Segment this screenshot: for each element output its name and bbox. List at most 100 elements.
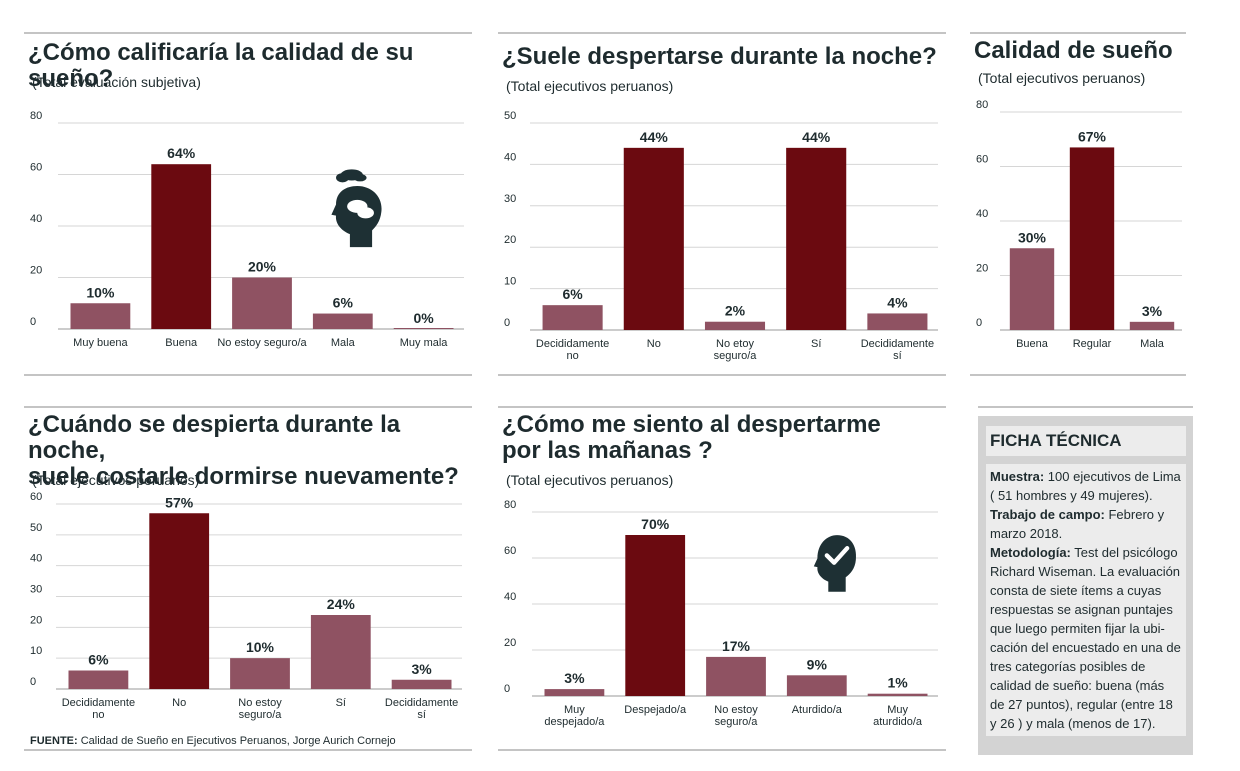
- x-tick-label: No etoy: [716, 338, 754, 350]
- y-tick-label: 0: [976, 317, 982, 329]
- y-tick-label: 40: [30, 553, 42, 565]
- chart-panel-wake-at-night: ¿Suele despertarse durante la noche? (To…: [498, 32, 946, 376]
- chart-subtitle: (Total ejecutivos peruanos): [506, 472, 674, 488]
- bar: [230, 658, 290, 689]
- bar: [867, 313, 928, 330]
- bar: [542, 305, 603, 330]
- chart-panel-sleep-quality: Calidad de sueño (Total ejecutivos perua…: [970, 32, 1186, 376]
- chart-title: ¿Cómo calificaría la calidad de su sueño…: [28, 39, 414, 92]
- y-tick-label: 10: [30, 645, 42, 657]
- bar: [312, 313, 373, 329]
- y-tick-label: 60: [504, 545, 516, 557]
- data-label: 64%: [167, 145, 196, 161]
- panel-top-rule: [24, 406, 472, 408]
- x-tick-label: Aturdido/a: [792, 704, 843, 716]
- bar: [625, 535, 686, 696]
- y-tick-label: 40: [30, 213, 42, 225]
- technical-sheet-title: FICHA TÉCNICA: [986, 426, 1186, 456]
- x-tick-label: despejado/a: [544, 716, 605, 728]
- y-tick-label: 0: [30, 316, 36, 328]
- data-label: 2%: [725, 303, 746, 319]
- data-label: 6%: [562, 286, 583, 302]
- bar: [544, 689, 605, 696]
- bar: [149, 513, 210, 689]
- panel-bottom-rule: [498, 374, 946, 376]
- x-tick-label: seguro/a: [239, 709, 283, 721]
- data-label: 1%: [887, 675, 908, 691]
- bar-chart: 01020304050606%Decididamenteno57%No10%No…: [30, 491, 462, 721]
- technical-sheet: FICHA TÉCNICA Muestra: 100 ejecutivos de…: [978, 406, 1193, 755]
- methodology-text: Test del psicólogo Richard Wiseman. La e…: [990, 545, 1181, 731]
- data-label: 0%: [413, 310, 434, 326]
- y-tick-label: 0: [30, 676, 36, 688]
- y-tick-label: 60: [30, 491, 42, 503]
- data-label: 6%: [88, 652, 109, 668]
- technical-sheet-body: Muestra: 100 ejecutivos de Lima ( 51 hom…: [986, 464, 1186, 736]
- y-tick-label: 20: [504, 637, 516, 649]
- data-label: 44%: [802, 129, 831, 145]
- y-tick-label: 10: [504, 276, 516, 288]
- x-tick-label: Sí: [811, 338, 821, 350]
- panel-top-rule: [978, 406, 1193, 408]
- x-tick-label: no: [566, 350, 578, 362]
- bar: [786, 675, 847, 696]
- bar: [393, 328, 454, 329]
- bar-chart: 0204060803%Muydespejado/a70%Despejado/a1…: [504, 499, 938, 728]
- bar: [867, 693, 928, 696]
- bar: [786, 147, 847, 330]
- methodology-label: Metodología:: [990, 545, 1071, 560]
- y-tick-label: 30: [30, 584, 42, 596]
- y-tick-label: 40: [976, 208, 988, 220]
- bar: [1129, 321, 1175, 330]
- y-tick-label: 40: [504, 591, 516, 603]
- bar-chart: 0 20 40 60 80 30% Buena 67% Regular 3% Mala: [976, 99, 1182, 350]
- fieldwork-text: Febrero y marzo 2018.: [990, 507, 1165, 541]
- chart-title: ¿Suele despertarse durante la noche?: [502, 43, 937, 70]
- data-label: 4%: [887, 294, 908, 310]
- x-tick-label: Muy: [564, 704, 585, 716]
- data-label: 67%: [1078, 128, 1107, 144]
- sample-label: Muestra:: [990, 469, 1045, 484]
- chart-subtitle: (Total ejecutivos peruanos): [32, 472, 200, 488]
- y-tick-label: 0: [504, 683, 510, 695]
- x-tick-label: sí: [893, 350, 902, 362]
- panel-bottom-rule: [24, 374, 472, 376]
- sample-text: 100 ejecutivos de Lima ( 51 hombres y 49…: [990, 469, 1181, 503]
- data-label: 6%: [333, 295, 354, 311]
- x-tick-label: Muy: [887, 704, 908, 716]
- panel-top-rule: [970, 32, 1186, 34]
- panel-bottom-rule: [498, 749, 946, 751]
- source-label: FUENTE:: [30, 735, 78, 747]
- data-label: 3%: [564, 670, 585, 686]
- chart-subtitle: (Total evaluación subjetiva): [32, 74, 201, 90]
- y-tick-label: 50: [30, 522, 42, 534]
- x-tick-label: Muy mala: [400, 337, 449, 349]
- y-tick-label: 40: [504, 151, 516, 163]
- data-label: 20%: [248, 259, 277, 275]
- data-label: 44%: [640, 129, 669, 145]
- y-tick-label: 60: [976, 154, 988, 166]
- x-tick-label: seguro/a: [715, 716, 759, 728]
- chart-title: Calidad de sueño: [974, 37, 1173, 64]
- x-tick-label: No: [647, 338, 661, 350]
- y-tick-label: 30: [504, 193, 516, 205]
- x-tick-label: Sí: [336, 697, 346, 709]
- x-tick-label: No estoy seguro/a: [217, 337, 307, 349]
- x-tick-label: Decididamente: [536, 338, 609, 350]
- y-tick-label: 20: [976, 263, 988, 275]
- bar: [623, 147, 684, 330]
- x-tick-label: Regular: [1073, 338, 1112, 350]
- source-note: FUENTE: Calidad de Sueño en Ejecutivos P…: [30, 735, 396, 747]
- y-tick-label: 20: [504, 234, 516, 246]
- x-tick-label: no: [92, 709, 104, 721]
- panel-top-rule: [498, 32, 946, 34]
- x-tick-label: Mala: [331, 337, 356, 349]
- head-clouds-icon: [331, 169, 382, 248]
- chart-subtitle: (Total ejecutivos peruanos): [506, 78, 674, 94]
- x-tick-label: Despejado/a: [624, 704, 687, 716]
- y-tick-label: 0: [504, 317, 510, 329]
- x-tick-label: No: [172, 697, 186, 709]
- chart-panel-sleep-quality-rating: ¿Cómo calificaría la calidad de su sueño…: [24, 32, 472, 376]
- y-tick-label: 80: [504, 499, 516, 511]
